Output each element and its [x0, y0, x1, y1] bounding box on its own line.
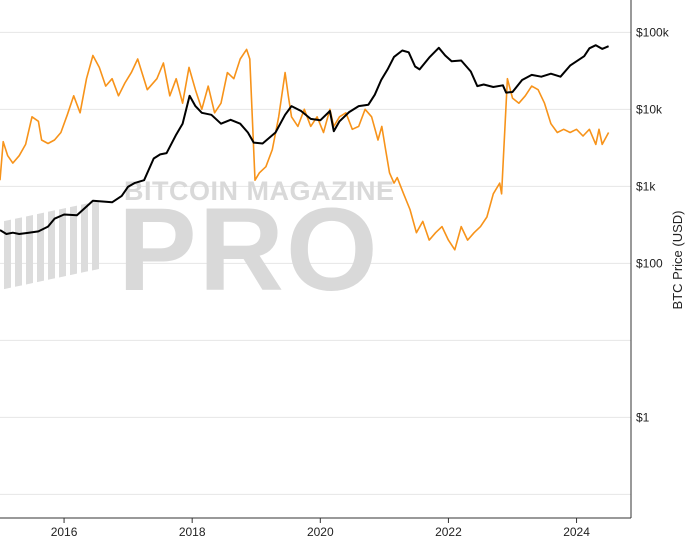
watermark: BITCOIN MAGAZINE PRO — [4, 176, 395, 316]
x-axis-ticks: 2016 2018 2020 2022 2024 — [51, 518, 590, 539]
y-tick-label: $100 — [636, 256, 663, 270]
watermark-line1: BITCOIN MAGAZINE — [124, 176, 395, 206]
gridlines — [0, 31, 631, 495]
y-axis-ticks: $1 $100 $1k $10k $100k — [636, 25, 670, 424]
y-tick-label: $100k — [636, 25, 670, 39]
watermark-bars-icon — [4, 200, 99, 290]
y-tick-label: $10k — [636, 102, 663, 116]
x-tick-label: 2024 — [563, 525, 590, 539]
series-layer — [0, 44, 610, 251]
y-tick-label: $1k — [636, 179, 656, 193]
x-tick-label: 2018 — [179, 525, 206, 539]
y-tick-label: $1 — [636, 410, 650, 424]
y-axis-title: BTC Price (USD) — [670, 211, 685, 310]
watermark-line2: PRO — [118, 184, 380, 316]
x-tick-label: 2016 — [51, 525, 78, 539]
x-tick-label: 2022 — [435, 525, 462, 539]
x-tick-label: 2020 — [307, 525, 334, 539]
price-series-line — [0, 44, 609, 235]
indicator-series-line — [0, 48, 610, 251]
